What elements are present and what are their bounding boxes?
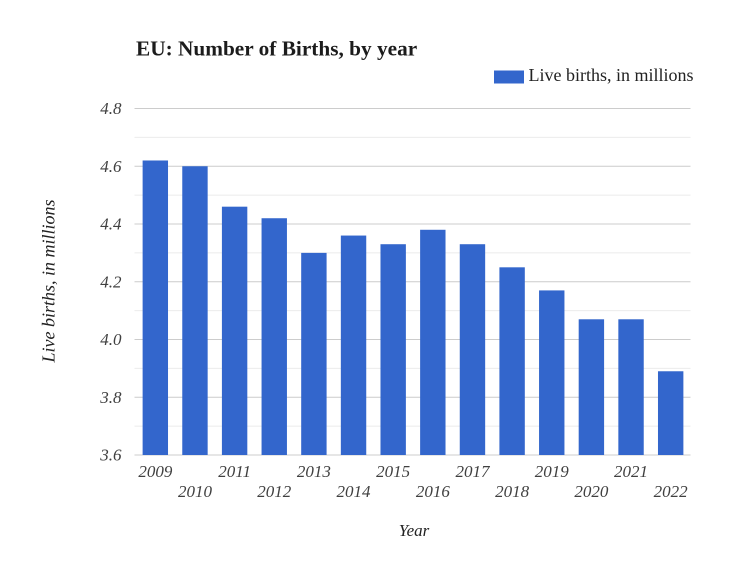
- svg-text:2021: 2021: [614, 462, 648, 481]
- svg-text:3.6: 3.6: [99, 446, 122, 465]
- svg-text:2019: 2019: [535, 462, 570, 481]
- svg-text:4.4: 4.4: [100, 215, 122, 234]
- svg-text:Live births, in millions: Live births, in millions: [529, 65, 694, 85]
- svg-text:2012: 2012: [257, 482, 292, 501]
- svg-text:4.6: 4.6: [100, 157, 122, 176]
- svg-text:2011: 2011: [218, 462, 251, 481]
- svg-text:2018: 2018: [495, 482, 530, 501]
- svg-text:2009: 2009: [138, 462, 173, 481]
- svg-text:2022: 2022: [654, 482, 689, 501]
- svg-text:2015: 2015: [376, 462, 410, 481]
- svg-text:2014: 2014: [337, 482, 372, 501]
- svg-text:2013: 2013: [297, 462, 331, 481]
- svg-text:Live births, in millions: Live births, in millions: [39, 199, 59, 363]
- svg-text:Year: Year: [399, 521, 430, 540]
- svg-text:4.0: 4.0: [100, 330, 122, 349]
- svg-text:2016: 2016: [416, 482, 451, 501]
- svg-text:2020: 2020: [574, 482, 609, 501]
- svg-text:4.8: 4.8: [100, 99, 122, 118]
- svg-text:3.8: 3.8: [99, 388, 122, 407]
- svg-text:2010: 2010: [178, 482, 213, 501]
- svg-text:EU: Number of Births, by year: EU: Number of Births, by year: [136, 37, 417, 61]
- svg-text:4.2: 4.2: [100, 272, 122, 291]
- svg-text:2017: 2017: [455, 462, 491, 481]
